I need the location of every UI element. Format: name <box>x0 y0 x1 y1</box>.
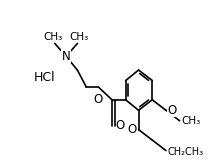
Text: CH₂CH₃: CH₂CH₃ <box>168 147 204 157</box>
Text: O: O <box>116 119 125 132</box>
Text: O: O <box>127 123 136 136</box>
Text: HCl: HCl <box>34 71 55 84</box>
Text: CH₃: CH₃ <box>69 32 89 42</box>
Text: CH₃: CH₃ <box>44 32 63 42</box>
Text: O: O <box>94 93 103 106</box>
Text: CH₃: CH₃ <box>181 116 200 126</box>
Text: N: N <box>62 50 71 63</box>
Text: O: O <box>168 104 177 117</box>
